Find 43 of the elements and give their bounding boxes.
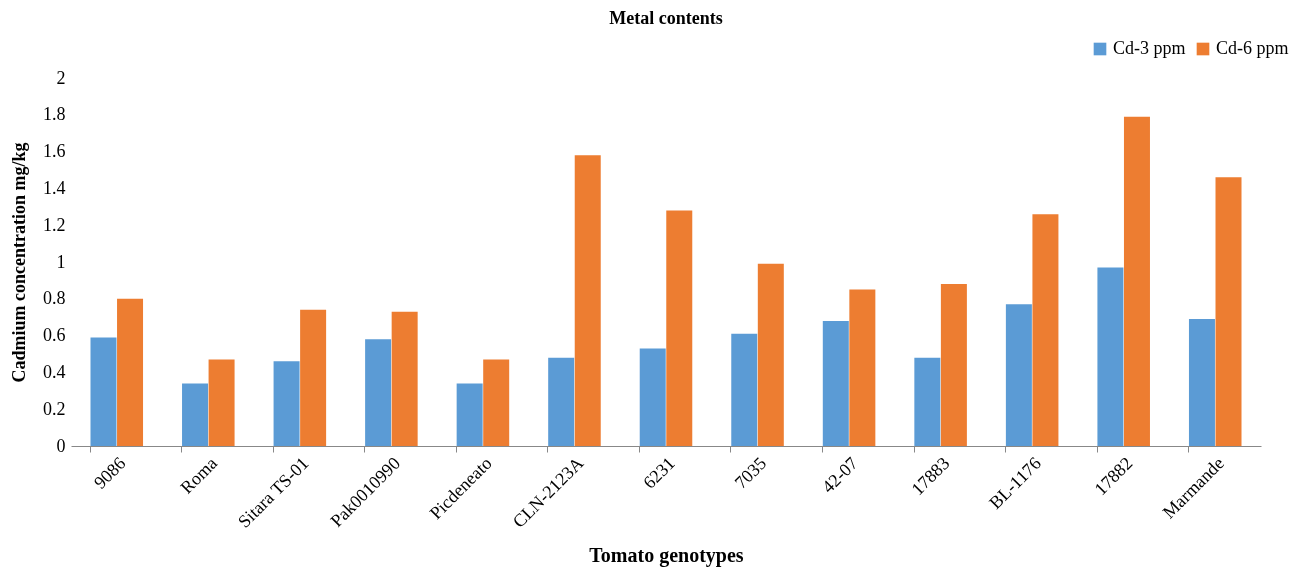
bar bbox=[365, 339, 392, 446]
bar bbox=[639, 348, 666, 446]
bar bbox=[456, 383, 483, 446]
y-tick-label: 2 bbox=[56, 67, 66, 88]
bar bbox=[757, 263, 784, 446]
bar bbox=[1005, 304, 1032, 446]
bar bbox=[548, 357, 575, 446]
y-tick-label: 0 bbox=[56, 435, 66, 456]
bar bbox=[666, 210, 693, 446]
y-tick-label: 0.6 bbox=[43, 325, 66, 346]
legend-label: Cd-6 ppm bbox=[1216, 38, 1289, 58]
bar bbox=[483, 359, 510, 446]
bar bbox=[1032, 214, 1059, 446]
chart-title: Metal contents bbox=[609, 8, 723, 28]
bar bbox=[182, 383, 209, 446]
x-tick-label: 6231 bbox=[639, 453, 679, 493]
bar bbox=[208, 359, 235, 446]
bar bbox=[1188, 319, 1215, 446]
y-tick-label: 1.4 bbox=[43, 177, 66, 198]
y-tick-label: 0.4 bbox=[43, 361, 66, 382]
bar bbox=[1123, 116, 1150, 446]
y-tick-label: 1 bbox=[56, 251, 66, 272]
bar bbox=[273, 361, 300, 446]
bar bbox=[1097, 267, 1124, 446]
bar bbox=[117, 298, 144, 446]
bar bbox=[914, 357, 941, 446]
y-tick-label: 0.2 bbox=[43, 398, 66, 419]
x-axis-title: Tomato genotypes bbox=[589, 543, 744, 567]
y-axis-title: Cadmium concentration mg/kg bbox=[9, 142, 29, 383]
y-tick-label: 1.6 bbox=[43, 141, 66, 162]
y-tick-label: 1.8 bbox=[43, 104, 66, 125]
y-tick-label: 0.8 bbox=[43, 288, 66, 309]
bar bbox=[391, 311, 418, 446]
bar bbox=[731, 333, 758, 446]
bar bbox=[849, 289, 876, 446]
bar bbox=[300, 309, 327, 446]
bar bbox=[90, 337, 117, 446]
bar bbox=[822, 320, 849, 446]
legend-label: Cd-3 ppm bbox=[1113, 38, 1186, 58]
bar bbox=[940, 284, 967, 446]
y-tick-label: 1.2 bbox=[43, 214, 66, 235]
bar bbox=[574, 155, 601, 446]
bar bbox=[1215, 177, 1242, 446]
